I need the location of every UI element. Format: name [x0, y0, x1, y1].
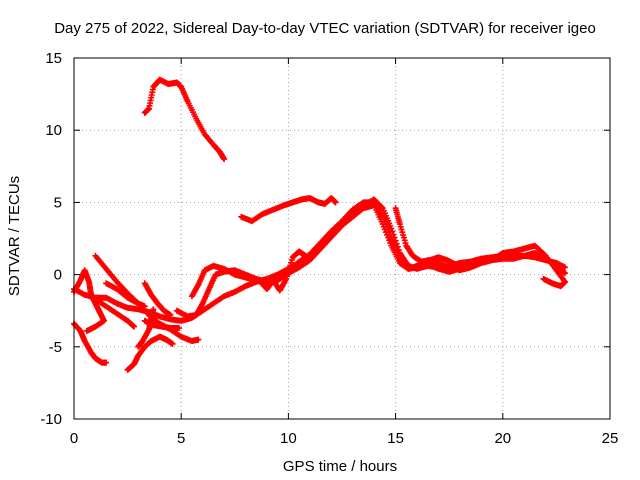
chart-title: Day 275 of 2022, Sidereal Day-to-day VTE…	[54, 20, 596, 37]
data-point	[302, 252, 309, 259]
data-point	[560, 269, 567, 276]
y-tick-label: 10	[45, 122, 62, 139]
series-arc-13	[103, 280, 148, 310]
x-tick-label: 0	[70, 430, 78, 447]
series-arc-14	[124, 333, 176, 373]
series-arc-16	[141, 317, 183, 332]
x-axis-label: GPS time / hours	[283, 458, 397, 475]
x-tick-label: 5	[177, 430, 185, 447]
data-point	[561, 278, 568, 285]
data-point	[83, 327, 90, 334]
series-arc-9	[71, 320, 110, 366]
x-tick-label: 10	[280, 430, 297, 447]
series-arc-8	[540, 275, 568, 290]
series-arc-10	[71, 267, 108, 334]
data-markers	[71, 76, 568, 373]
series-arc-7	[392, 205, 485, 269]
data-point	[176, 325, 183, 332]
plot-frame	[73, 57, 611, 420]
data-point	[561, 264, 568, 271]
data-point	[195, 336, 202, 343]
y-tick-label: -5	[49, 339, 62, 356]
series-arc-15	[135, 306, 157, 350]
y-axis-label: SDTVAR / TECUs	[6, 176, 23, 296]
data-point	[141, 303, 148, 310]
data-point	[169, 340, 176, 347]
series-arc-5	[188, 202, 568, 300]
axes: 0 5 10 15 20 25 -10 -5 0 5 10 15	[40, 50, 618, 447]
series-arc-12	[92, 296, 138, 330]
x-tick-label: 15	[387, 430, 404, 447]
x-tick-label: 25	[602, 430, 619, 447]
data-point	[332, 199, 339, 206]
data-point	[131, 323, 138, 330]
y-tick-label: 15	[45, 50, 62, 67]
series-arc-6	[257, 248, 309, 294]
data-point	[561, 270, 568, 277]
data-point	[103, 359, 110, 366]
y-tick-label: 0	[54, 267, 62, 284]
data-point	[221, 156, 228, 163]
x-tick-label: 20	[494, 430, 511, 447]
data-point	[388, 225, 395, 232]
data-point	[167, 312, 174, 319]
data-point	[150, 306, 157, 313]
y-tick-label: -10	[40, 411, 62, 428]
series-arc-17	[141, 280, 174, 319]
y-tick-label: 5	[54, 194, 62, 211]
series-arc-1	[141, 76, 228, 163]
data-point	[478, 255, 485, 262]
series-arc-2	[238, 195, 339, 225]
